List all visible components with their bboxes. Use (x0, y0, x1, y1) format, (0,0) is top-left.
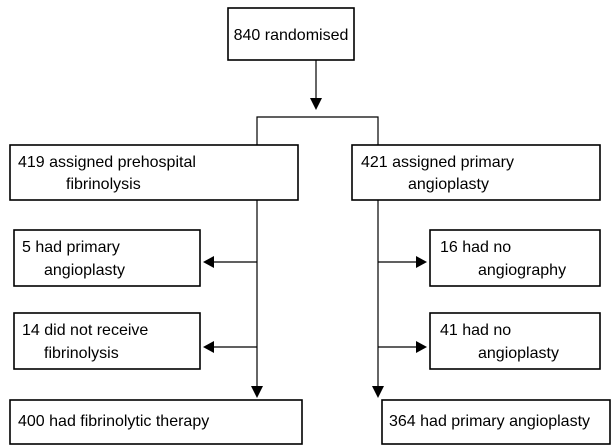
node-label: fibrinolysis (66, 176, 141, 193)
connectors (203, 60, 427, 398)
node-box (381, 399, 611, 445)
node-box (13, 229, 201, 287)
node-label: angioplasty (478, 345, 559, 362)
node: 5 had primary angioplasty (13, 229, 201, 287)
node-label: fibrinolysis (44, 345, 119, 362)
node-label: 5 had primary (22, 239, 120, 256)
node: 419 assigned prehospital fibrinolysis (9, 144, 299, 201)
node-label: 400 had fibrinolytic therapy (18, 413, 209, 430)
node: 400 had fibrinolytic therapy (9, 399, 303, 445)
node-box (13, 312, 201, 370)
node-box (429, 229, 601, 287)
node: 14 did not receive fibrinolysis (13, 312, 201, 370)
node-label: 419 assigned prehospital (18, 154, 196, 171)
node: 16 had no angiography (429, 229, 601, 287)
node-label: angiography (478, 262, 566, 279)
node: 364 had primary angioplasty (381, 399, 611, 445)
node-box (9, 144, 299, 201)
node: 421 assigned primary angioplasty (351, 144, 601, 201)
node: 840 randomised (227, 7, 355, 61)
node-box (351, 144, 601, 201)
node-box (227, 7, 355, 61)
node-label: 14 did not receive (22, 322, 148, 339)
node-label: angioplasty (44, 262, 125, 279)
node-label: 16 had no (440, 239, 511, 256)
node-label: angioplasty (408, 176, 489, 193)
node-label: 41 had no (440, 322, 511, 339)
node-label: 421 assigned primary (361, 154, 514, 171)
node-box (429, 312, 601, 370)
node: 41 had no angioplasty (429, 312, 601, 370)
node-label: 364 had primary angioplasty (389, 413, 590, 430)
node-label: 840 randomised (234, 27, 349, 44)
node-box (9, 399, 303, 445)
